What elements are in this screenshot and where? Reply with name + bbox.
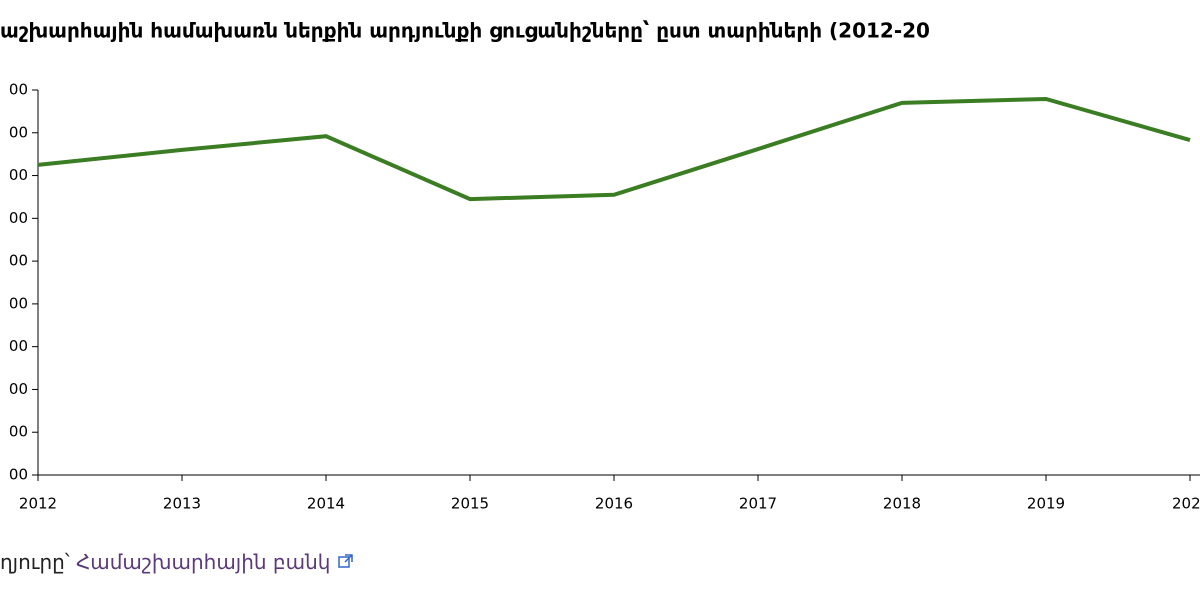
x-tick-label: 2015 (451, 495, 489, 513)
y-tick-label: 00 (9, 252, 28, 270)
x-tick-label: 2016 (595, 495, 633, 513)
x-tick-label: 2014 (307, 495, 345, 513)
x-tick-label: 202 (1172, 495, 1200, 513)
y-tick-label: 00 (9, 166, 28, 184)
y-tick-label: 00 (9, 380, 28, 398)
x-tick-label: 2017 (739, 495, 777, 513)
y-tick-label: 00 (9, 123, 28, 141)
y-tick-label: 00 (9, 423, 28, 441)
chart-title: աշխարհային համախառն ներքին արդյունքի ցու… (0, 19, 930, 43)
x-tick-label: 2013 (163, 495, 201, 513)
x-tick-label: 2012 (19, 495, 57, 513)
y-tick-label: 00 (9, 294, 28, 312)
x-tick-label: 2019 (1027, 495, 1065, 513)
external-icon (338, 554, 353, 568)
y-tick-label: 00 (9, 337, 28, 355)
chart: աշխարհային համախառն ներքին արդյունքի ցու… (0, 19, 1200, 513)
y-tick-label: 00 (9, 209, 28, 227)
source-label: ղյուրը՝ (0, 550, 70, 574)
source-link[interactable]: Համաշխարհային բանկ (75, 550, 331, 574)
x-tick-label: 2018 (883, 495, 921, 513)
source: ղյուրը՝ Համաշխարհային բանկ (0, 550, 355, 574)
y-tick-label: 00 (9, 466, 28, 484)
y-tick-label: 00 (9, 81, 28, 99)
line (37, 96, 1191, 202)
